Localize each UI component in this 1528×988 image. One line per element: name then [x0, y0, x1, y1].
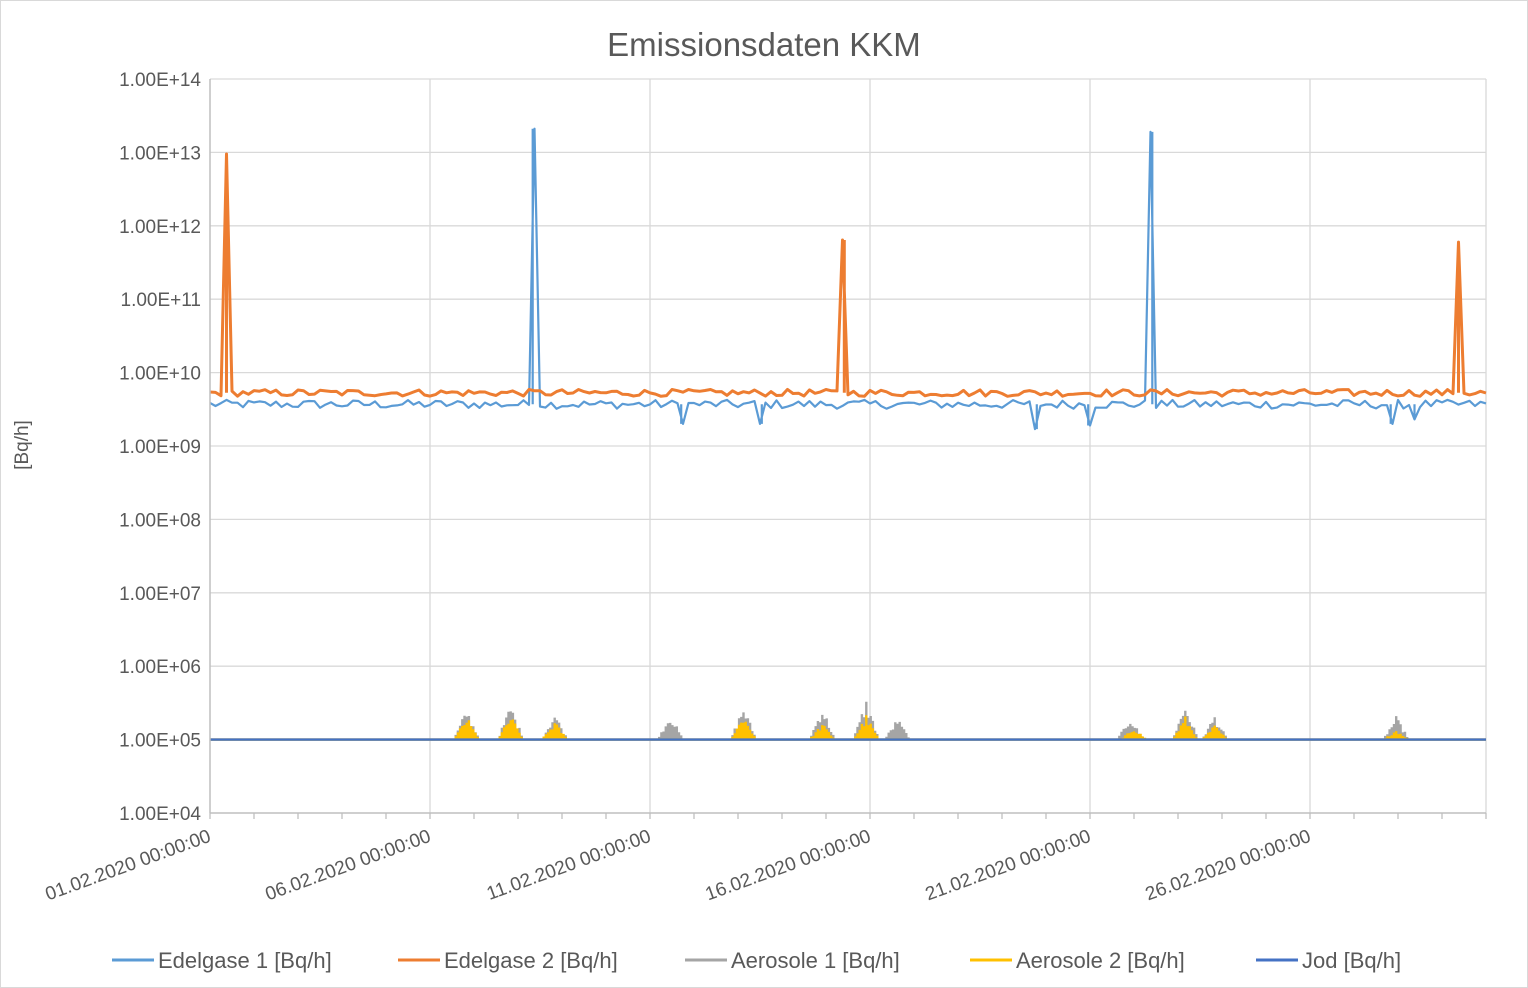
- x-tick-label: 06.02.2020 00:00:00: [263, 826, 434, 905]
- y-tick-label: 1.00E+10: [119, 364, 201, 385]
- axes: 1.00E+04 1.00E+05 1.00E+06 1.00E+07 1.00E+08…: [43, 70, 1487, 905]
- x-tick-label: 01.02.2020 00:00:00: [43, 826, 214, 905]
- legend-entry: Aerosole 1 [Bq/h]: [731, 948, 900, 973]
- x-tick-label: 16.02.2020 00:00:00: [703, 826, 874, 905]
- series-line: [209, 127, 1487, 431]
- grid: [210, 78, 1487, 813]
- y-tick-label: 1.00E+11: [121, 290, 201, 311]
- y-tick-label: 1.00E+07: [119, 584, 201, 605]
- y-tick-label: 1.00E+06: [119, 657, 201, 678]
- y-tick-label: 1.00E+04: [119, 804, 201, 825]
- series-line: [210, 715, 1486, 741]
- y-tick-label: 1.00E+08: [119, 510, 201, 531]
- legend-entry: Jod [Bq/h]: [1302, 948, 1401, 973]
- y-axis-label: [Bq/h]: [12, 420, 33, 470]
- series-line: [210, 701, 1486, 741]
- series-lines: [209, 127, 1487, 741]
- series-line: [209, 152, 1487, 398]
- y-tick-label: 1.00E+13: [119, 143, 201, 164]
- x-tick-label: 21.02.2020 00:00:00: [923, 826, 1094, 905]
- legend-entry: Edelgase 2 [Bq/h]: [444, 948, 618, 973]
- legend-entry: Aerosole 2 [Bq/h]: [1016, 948, 1185, 973]
- x-tick-label: 11.02.2020 00:00:00: [484, 826, 654, 905]
- x-tick-label: 26.02.2020 00:00:00: [1143, 826, 1314, 905]
- legend: Edelgase 1 [Bq/h] Edelgase 2 [Bq/h] Aeroso…: [112, 948, 1401, 973]
- chart-title: Emissionsdaten KKM: [607, 26, 921, 63]
- y-tick-label: 1.00E+12: [119, 217, 201, 238]
- y-tick-label: 1.00E+14: [119, 70, 201, 91]
- y-tick-label: 1.00E+09: [119, 437, 201, 458]
- legend-entry: Edelgase 1 [Bq/h]: [158, 948, 332, 973]
- y-tick-label: 1.00E+05: [119, 731, 201, 752]
